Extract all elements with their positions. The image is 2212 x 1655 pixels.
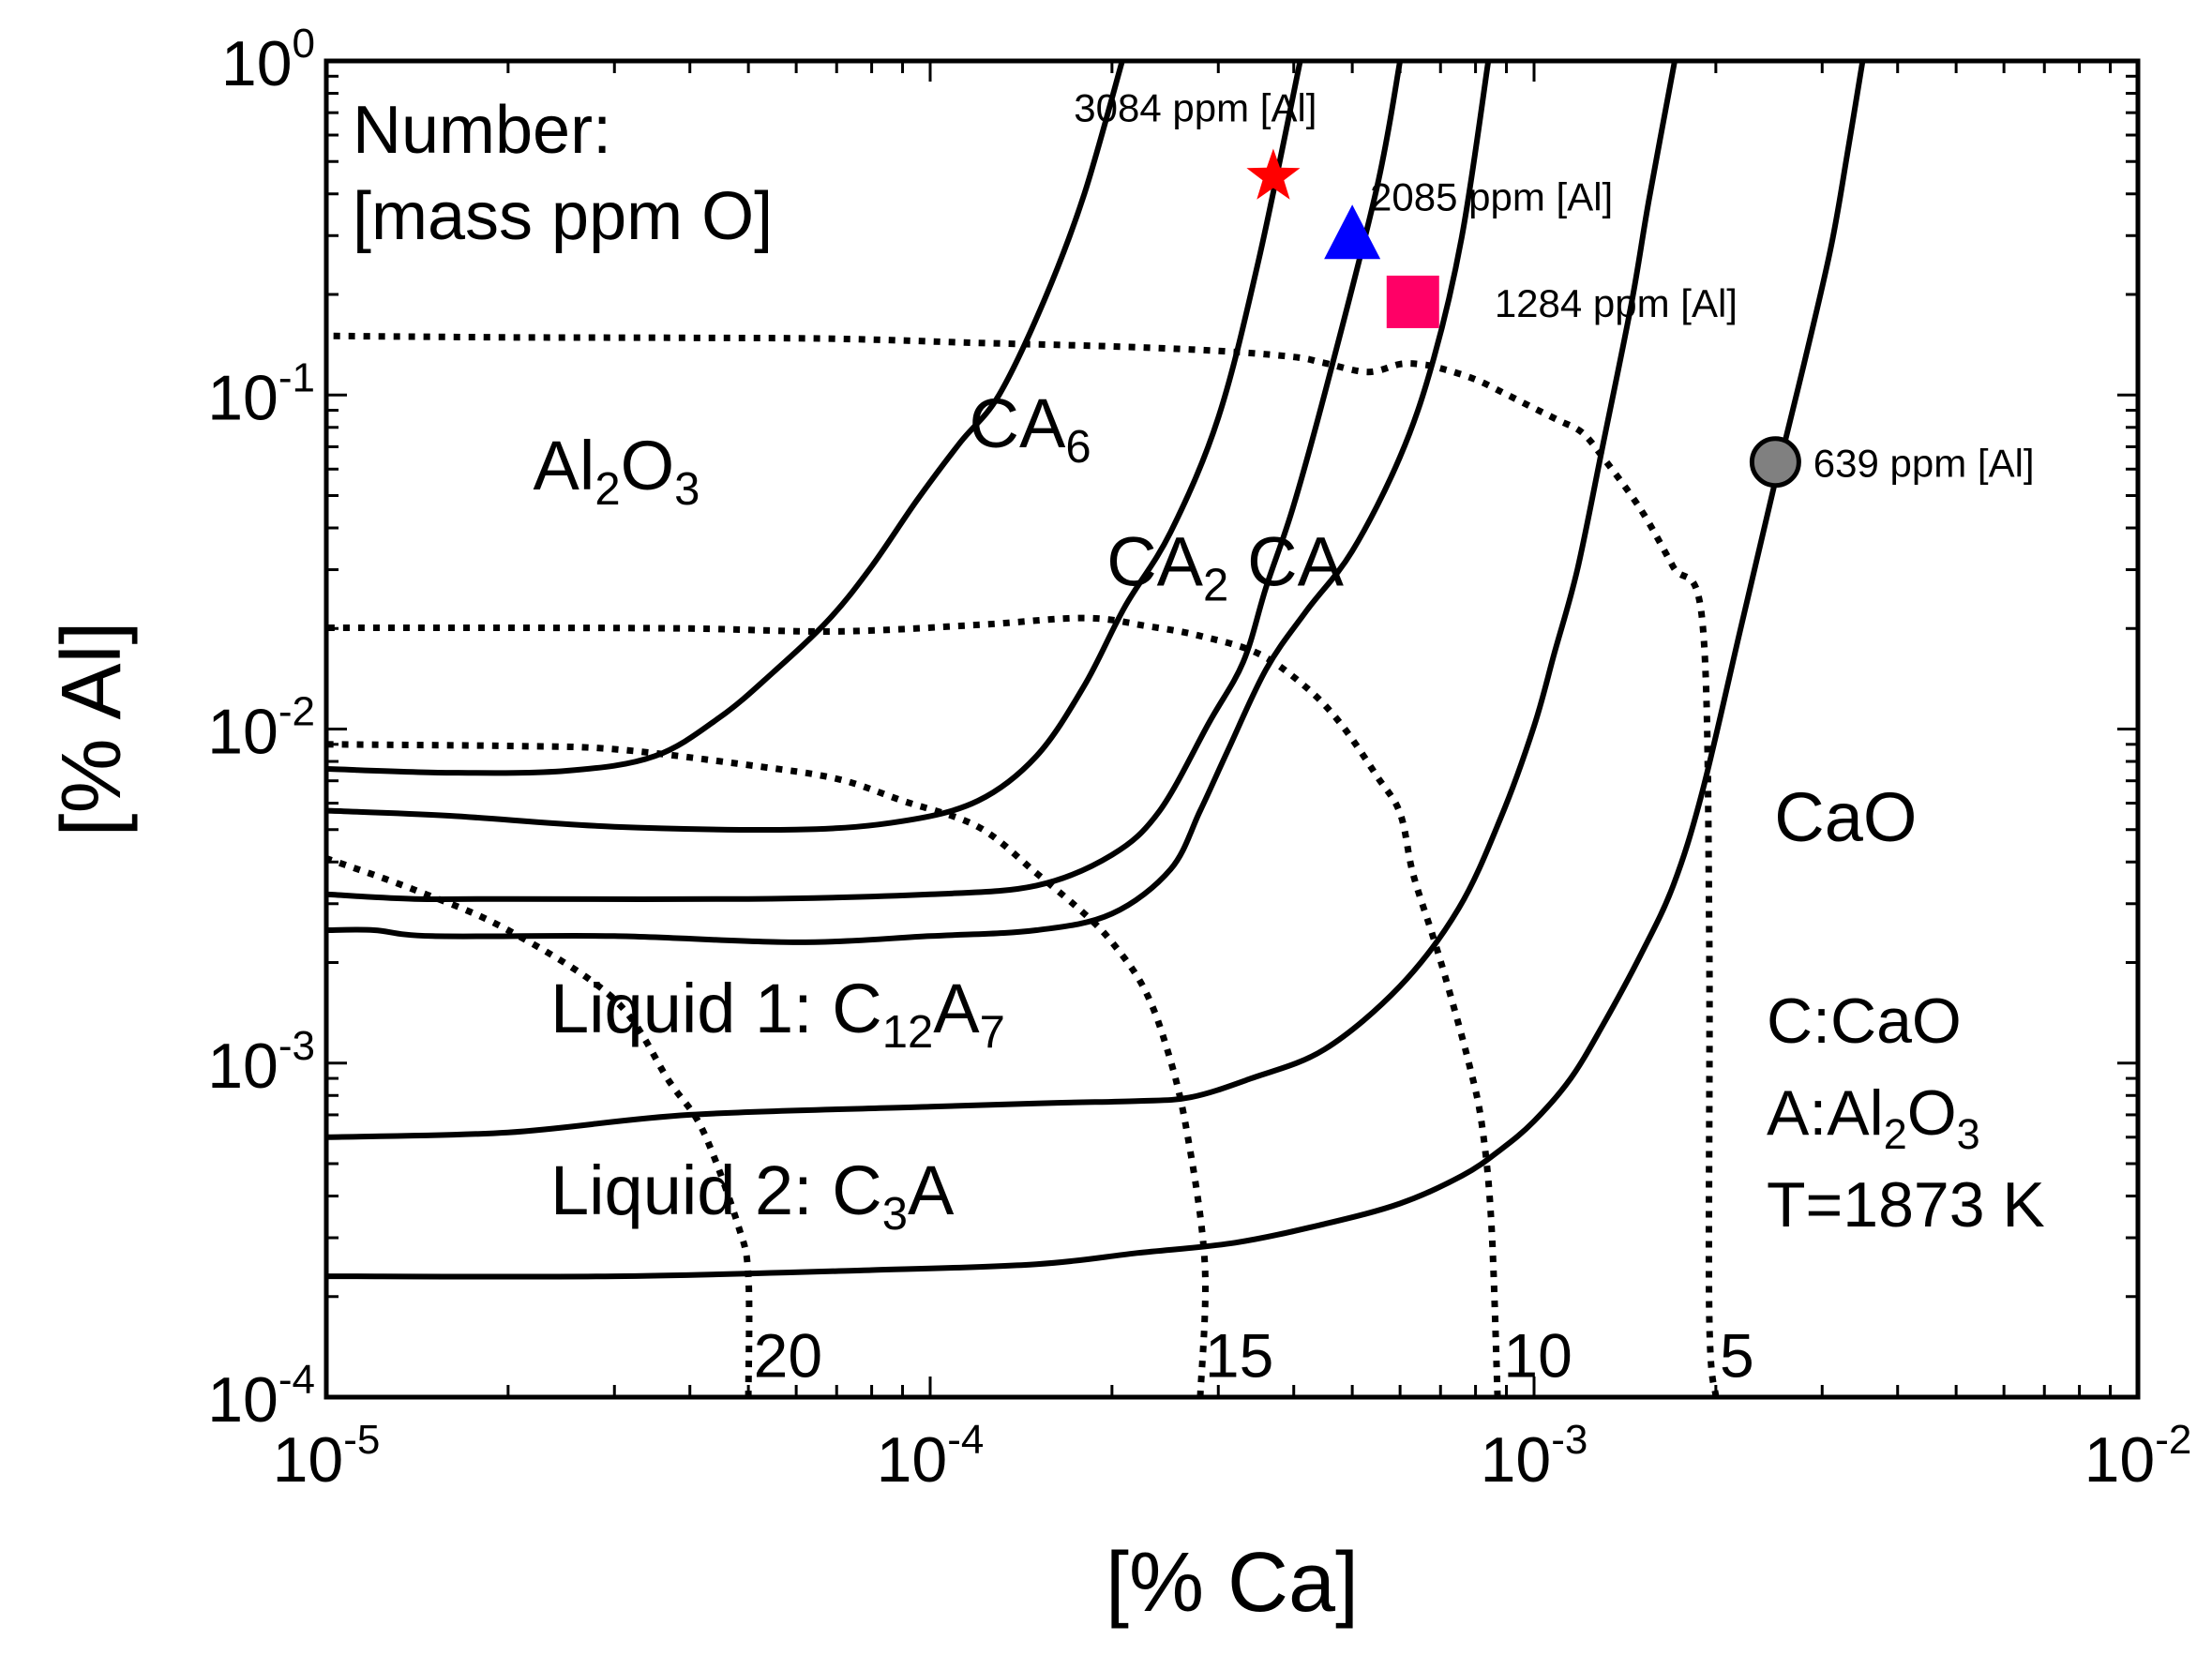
- region-label-liquid1: Liquid 1: C12A7: [550, 970, 1005, 1058]
- marker-label-triangle: 2085 ppm [Al]: [1370, 175, 1613, 219]
- iso-oxygen-label-20: 20: [754, 1321, 822, 1391]
- annotation-a-al2o3: A:Al2O3: [1767, 1077, 1980, 1158]
- series-layer: [326, 61, 1866, 1397]
- region-label-liquid2: Liquid 2: C3A: [550, 1151, 955, 1240]
- annotation-c-cao: C:CaO: [1767, 985, 1962, 1057]
- y-tick-label: 10-4: [207, 1357, 315, 1436]
- marker-triangle: [1324, 204, 1381, 260]
- x-tick-label: 10-2: [2084, 1417, 2192, 1496]
- region-label-ca2: CA2: [1106, 523, 1228, 611]
- x-axis-title: [% Ca]: [1106, 1536, 1359, 1630]
- marker-label-square: 1284 ppm [Al]: [1495, 281, 1738, 325]
- iso-oxygen-line-20: [326, 855, 753, 1397]
- legend-title-line: [mass ppm O]: [353, 179, 773, 254]
- equilibrium-curve-4: [326, 61, 1492, 945]
- iso-oxygen-label-15: 15: [1205, 1321, 1273, 1391]
- y-tick-label: 100: [221, 21, 315, 99]
- iso-oxygen-line-10: [326, 614, 1501, 1397]
- annotation-temperature: T=1873 K: [1767, 1169, 2045, 1241]
- marker-square: [1386, 275, 1439, 328]
- iso-oxygen-line-15: [326, 741, 1209, 1397]
- x-tick-label: 10-3: [1481, 1417, 1588, 1496]
- marker-label-star: 3084 ppm [Al]: [1074, 86, 1317, 130]
- equilibrium-curve-1: [326, 61, 1125, 776]
- x-tick-label: 10-5: [273, 1417, 381, 1496]
- equilibrium-curve-6: [326, 61, 1866, 1280]
- region-label-ca: CA: [1247, 523, 1344, 601]
- iso-oxygen-label-10: 10: [1503, 1321, 1572, 1391]
- equilibrium-curve-2: [326, 61, 1303, 834]
- region-label-cao: CaO: [1774, 778, 1917, 856]
- marker-circle: [1749, 436, 1801, 489]
- y-axis-title: [% Al]: [45, 621, 139, 836]
- iso-oxygen-line-5: [326, 332, 1720, 1397]
- region-label-al2o3: Al2O3: [534, 427, 700, 515]
- equilibrium-curve-3: [326, 61, 1404, 903]
- marker-label-circle: 639 ppm [Al]: [1813, 442, 2035, 486]
- region-label-ca6: CA6: [970, 384, 1091, 473]
- x-tick-label: 10-4: [877, 1417, 985, 1496]
- markers-layer: [1246, 148, 1801, 489]
- iso-oxygen-label-5: 5: [1720, 1321, 1754, 1391]
- y-tick-label: 10-1: [207, 354, 315, 433]
- y-tick-label: 10-2: [207, 689, 315, 768]
- y-tick-label: 10-3: [207, 1023, 315, 1102]
- equilibrium-curve-5: [326, 61, 1678, 1140]
- marker-star: [1246, 148, 1301, 200]
- legend-title-line: Number:: [353, 93, 611, 168]
